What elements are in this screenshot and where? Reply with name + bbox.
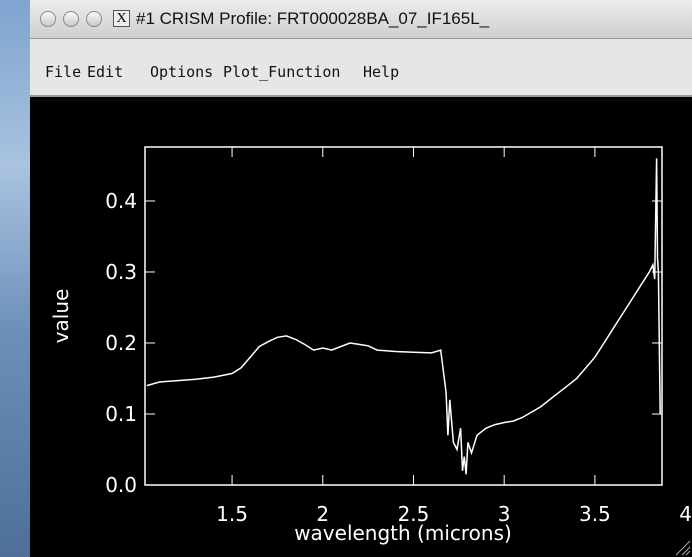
plot-frame — [144, 146, 663, 486]
x-tick-label: 4 — [679, 502, 692, 526]
resize-grip[interactable] — [675, 540, 691, 556]
zoom-button[interactable] — [86, 11, 102, 27]
menu-item[interactable]: Options — [150, 63, 214, 81]
x-tick-label: 1.5 — [216, 502, 248, 526]
x-tick-label: 2.5 — [398, 502, 430, 526]
y-tick-label: 0.0 — [105, 473, 137, 497]
y-tick-label: 0.2 — [105, 331, 137, 355]
menu-item[interactable]: Plot_Function — [223, 63, 341, 81]
y-tick-label: 0.3 — [105, 260, 137, 284]
menu-bar: File Edit Options Plot_Function Help — [30, 39, 692, 97]
y-tick-label: 0.1 — [105, 402, 137, 426]
x-tick-label: 3 — [498, 502, 511, 526]
y-tick-label: 0.4 — [105, 189, 137, 213]
y-axis-label: value — [49, 289, 73, 344]
x-tick-label: 2 — [316, 502, 329, 526]
title-bar: X #1 CRISM Profile: FRT000028BA_07_IF165… — [30, 0, 692, 39]
menu-item[interactable]: Help — [363, 63, 400, 81]
menu-item[interactable]: Edit — [87, 63, 124, 81]
menu-item[interactable]: File — [45, 63, 82, 81]
window: X #1 CRISM Profile: FRT000028BA_07_IF165… — [30, 0, 692, 557]
x-tick-label: 3.5 — [579, 502, 611, 526]
close-button[interactable] — [40, 11, 56, 27]
x-icon: X — [113, 10, 130, 27]
x-axis-label: wavelength (microns) — [294, 521, 512, 545]
spectrum-line — [146, 158, 661, 475]
minimize-button[interactable] — [63, 11, 79, 27]
window-title: #1 CRISM Profile: FRT000028BA_07_IF165L_ — [136, 9, 490, 28]
